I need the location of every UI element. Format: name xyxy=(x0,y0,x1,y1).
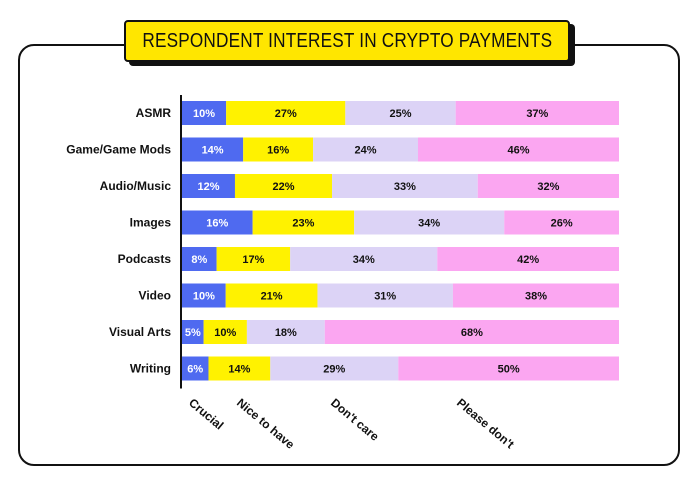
data-label: 27% xyxy=(275,108,297,120)
data-label: 50% xyxy=(498,364,520,376)
data-label: 10% xyxy=(214,327,236,339)
data-label: 14% xyxy=(202,145,224,157)
category-label: Writing xyxy=(130,362,171,376)
data-label: 32% xyxy=(537,181,559,193)
data-label: 16% xyxy=(267,145,289,157)
legend-label: Don't care xyxy=(328,396,382,444)
data-label: 14% xyxy=(228,364,250,376)
bar-segment xyxy=(182,247,217,271)
chart-title: RESPONDENT INTEREST IN CRYPTO PAYMENTS xyxy=(142,29,552,52)
data-label: 34% xyxy=(418,218,440,230)
data-label: 42% xyxy=(517,254,539,266)
legend-label: Crucial xyxy=(186,396,226,433)
title-banner: RESPONDENT INTEREST IN CRYPTO PAYMENTS xyxy=(124,20,570,62)
data-label: 5% xyxy=(185,327,201,339)
data-label: 16% xyxy=(206,218,228,230)
bar-segment xyxy=(477,174,619,198)
data-label: 21% xyxy=(261,291,283,303)
legend-label: Please don't xyxy=(454,396,517,452)
bar-segment xyxy=(317,283,453,308)
bar-segment xyxy=(354,210,505,235)
data-label: 46% xyxy=(507,145,529,157)
bar-segment xyxy=(182,137,244,162)
bar-segment xyxy=(182,101,227,125)
bar-segment xyxy=(332,174,478,198)
bar-segment xyxy=(182,320,204,344)
bar-segment xyxy=(234,174,333,198)
bar-segment xyxy=(270,356,399,381)
data-label: 38% xyxy=(525,291,547,303)
bar-segment xyxy=(504,210,619,235)
bar-segment xyxy=(455,101,619,125)
data-label: 68% xyxy=(461,327,483,339)
data-label: 25% xyxy=(389,108,411,120)
data-label: 10% xyxy=(193,291,215,303)
bar-segment xyxy=(225,283,318,308)
bar-segment xyxy=(437,247,619,271)
bar-segment xyxy=(313,137,418,162)
category-label: ASMR xyxy=(136,106,172,120)
data-label: 8% xyxy=(191,254,207,266)
bar-segment xyxy=(398,356,619,381)
bar-segment xyxy=(290,247,438,271)
bar-segment xyxy=(243,137,314,162)
bar-segment xyxy=(226,101,346,125)
data-label: 33% xyxy=(394,181,416,193)
data-label: 37% xyxy=(526,108,548,120)
bar-segment xyxy=(216,247,291,271)
data-label: 17% xyxy=(242,254,264,266)
data-label: 26% xyxy=(551,218,573,230)
data-label: 29% xyxy=(323,364,345,376)
category-label: Images xyxy=(130,216,172,230)
bar-segment xyxy=(324,320,619,344)
data-label: 22% xyxy=(273,181,295,193)
category-label: Podcasts xyxy=(118,252,172,266)
data-label: 12% xyxy=(197,181,219,193)
category-label: Visual Arts xyxy=(109,325,171,339)
category-label: Audio/Music xyxy=(100,179,172,193)
bar-segment xyxy=(417,137,619,162)
bar-segment xyxy=(345,101,456,125)
bar-segment xyxy=(182,210,253,235)
category-label: Video xyxy=(139,289,171,303)
category-label: Game/Game Mods xyxy=(66,143,171,157)
data-label: 10% xyxy=(193,108,215,120)
data-label: 18% xyxy=(275,327,297,339)
data-label: 34% xyxy=(353,254,375,266)
bar-segment xyxy=(452,283,619,308)
bar-segment xyxy=(252,210,355,235)
data-label: 6% xyxy=(187,364,203,376)
legend-label: Nice to have xyxy=(234,396,297,452)
bar-segment xyxy=(182,174,235,198)
data-label: 31% xyxy=(374,291,396,303)
bar-segment xyxy=(208,356,271,381)
data-label: 24% xyxy=(355,145,377,157)
bar-segment xyxy=(246,320,325,344)
bar-segment xyxy=(182,283,226,308)
data-label: 23% xyxy=(292,218,314,230)
bar-segment xyxy=(203,320,247,344)
bar-segment xyxy=(182,356,209,381)
